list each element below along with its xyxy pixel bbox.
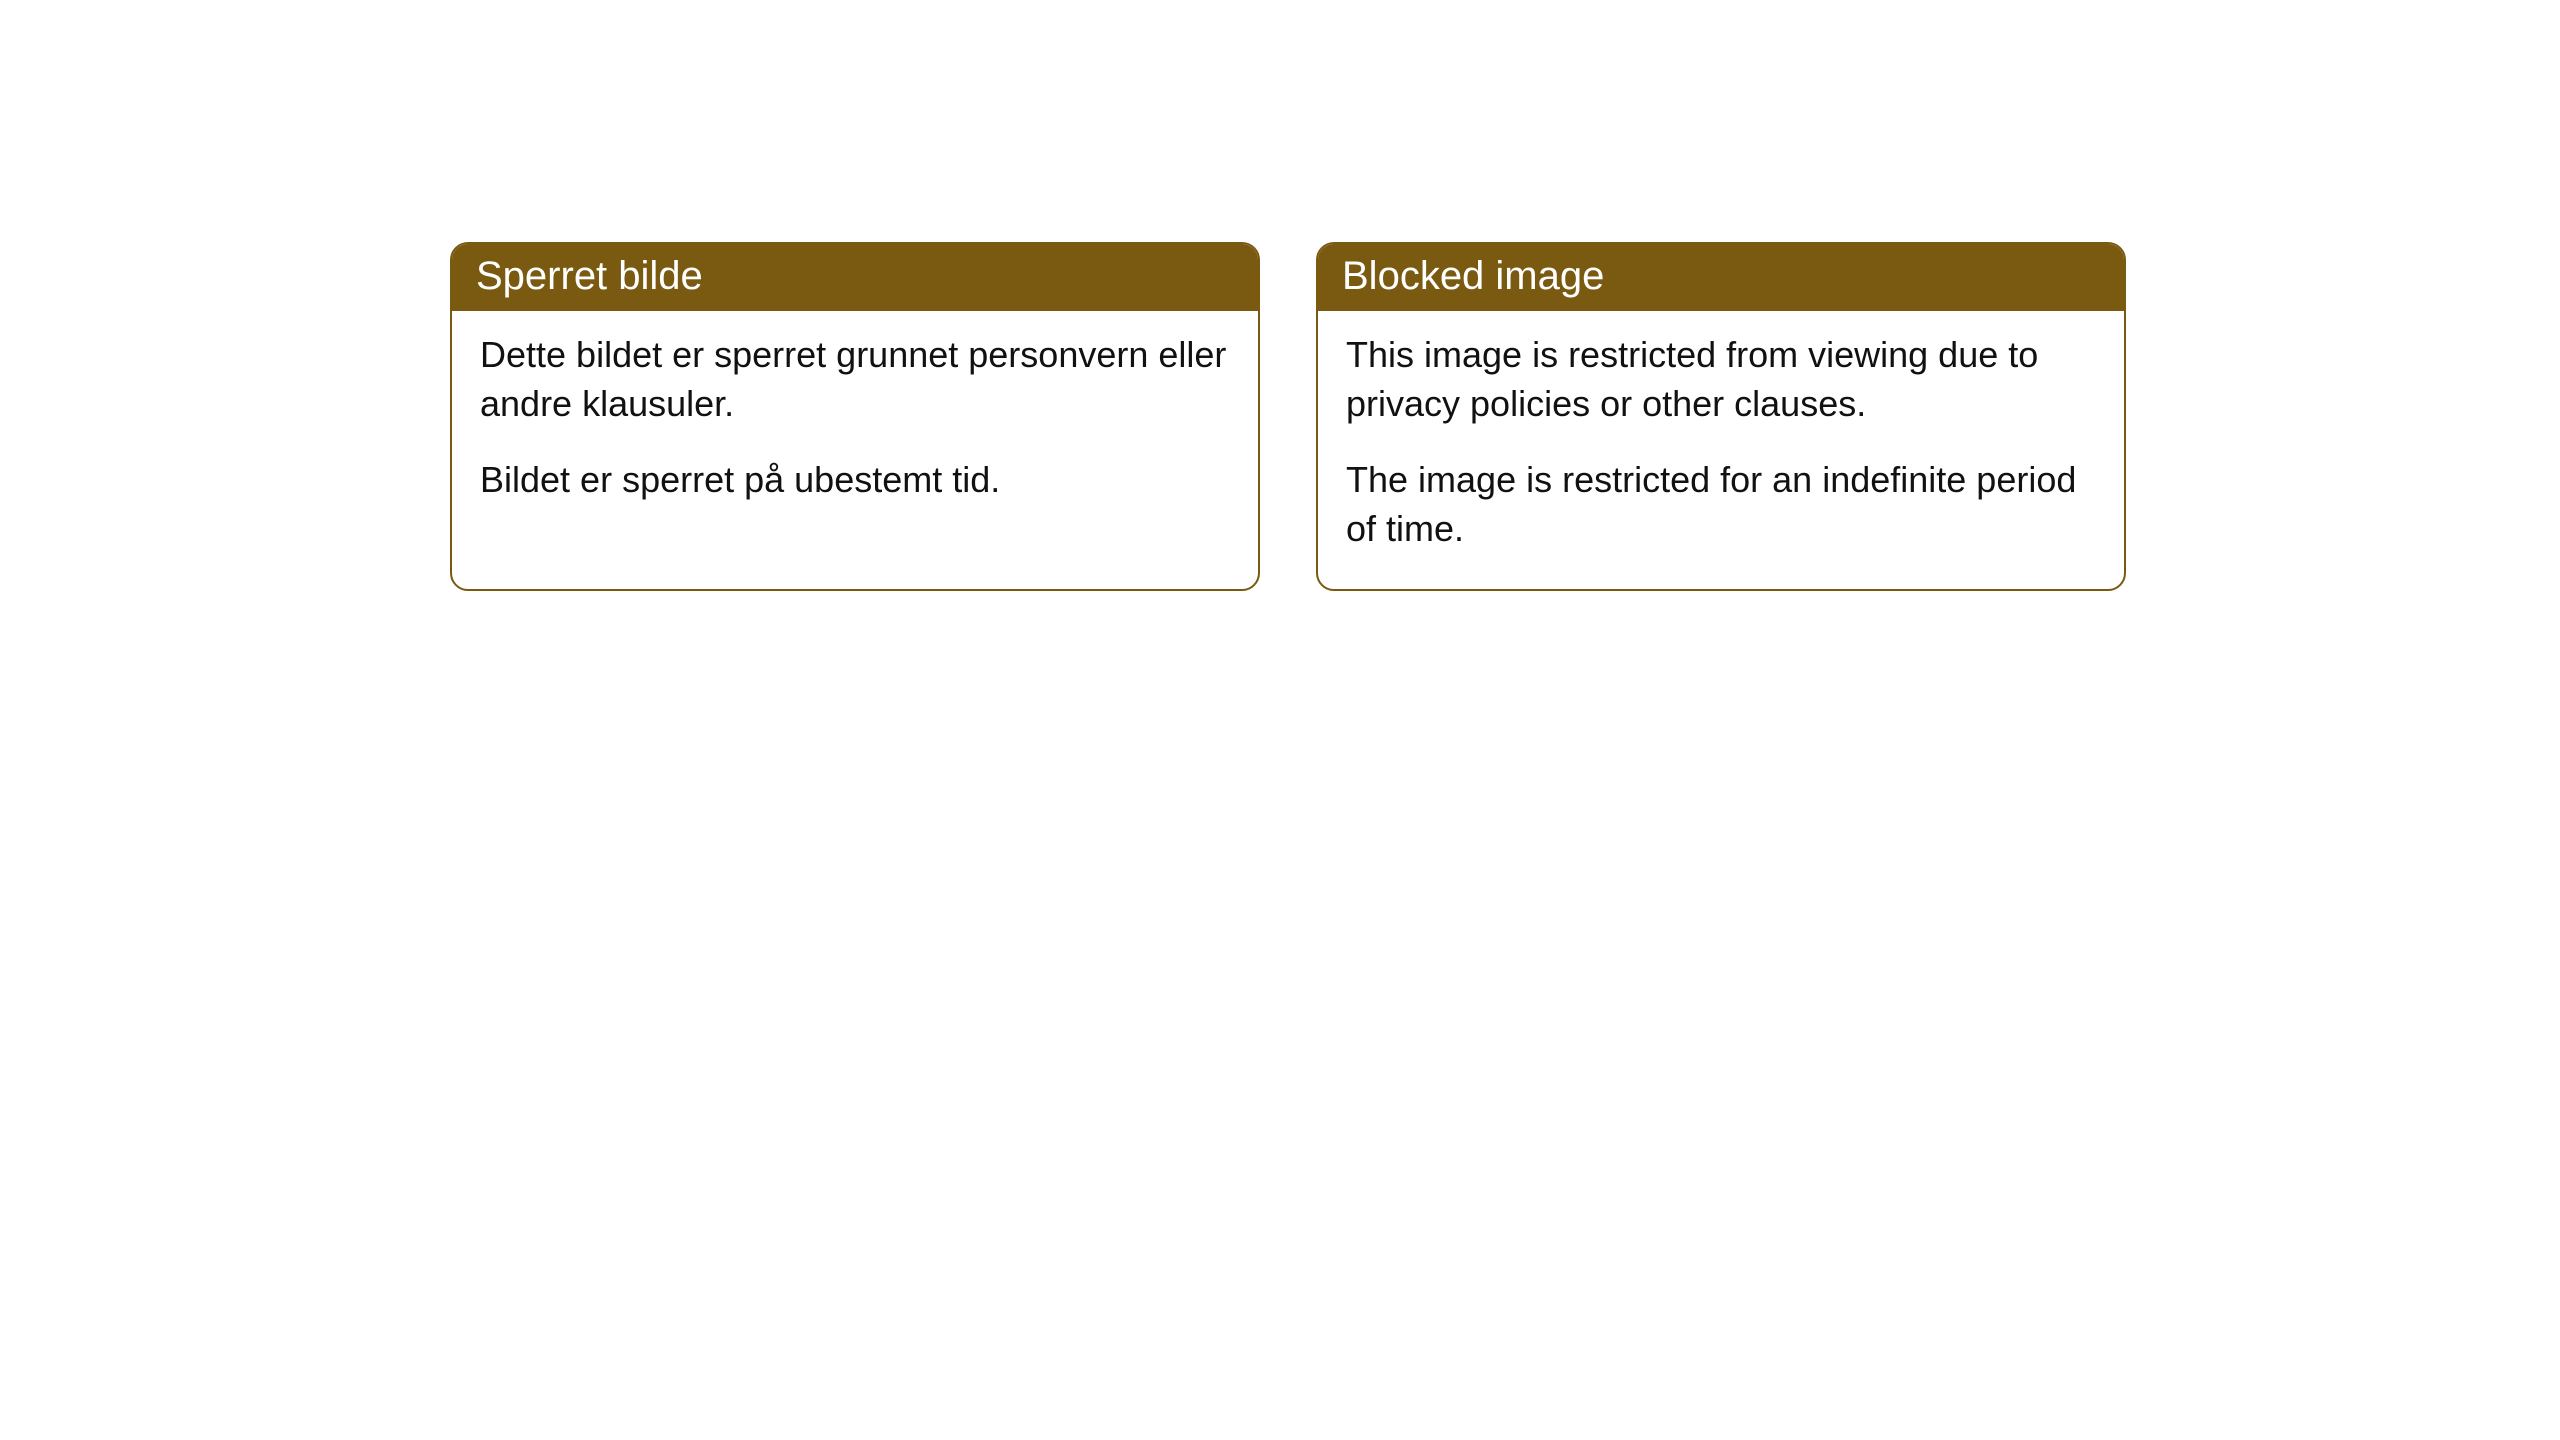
blocked-image-card-no: Sperret bilde Dette bildet er sperret gr… [450, 242, 1260, 591]
card-paragraph: The image is restricted for an indefinit… [1346, 456, 2096, 553]
cards-container: Sperret bilde Dette bildet er sperret gr… [0, 0, 2560, 591]
card-paragraph: Dette bildet er sperret grunnet personve… [480, 331, 1230, 428]
blocked-image-card-en: Blocked image This image is restricted f… [1316, 242, 2126, 591]
card-header: Blocked image [1318, 244, 2124, 311]
card-header: Sperret bilde [452, 244, 1258, 311]
card-paragraph: This image is restricted from viewing du… [1346, 331, 2096, 428]
card-body: This image is restricted from viewing du… [1318, 311, 2124, 589]
card-body: Dette bildet er sperret grunnet personve… [452, 311, 1258, 541]
card-paragraph: Bildet er sperret på ubestemt tid. [480, 456, 1230, 505]
